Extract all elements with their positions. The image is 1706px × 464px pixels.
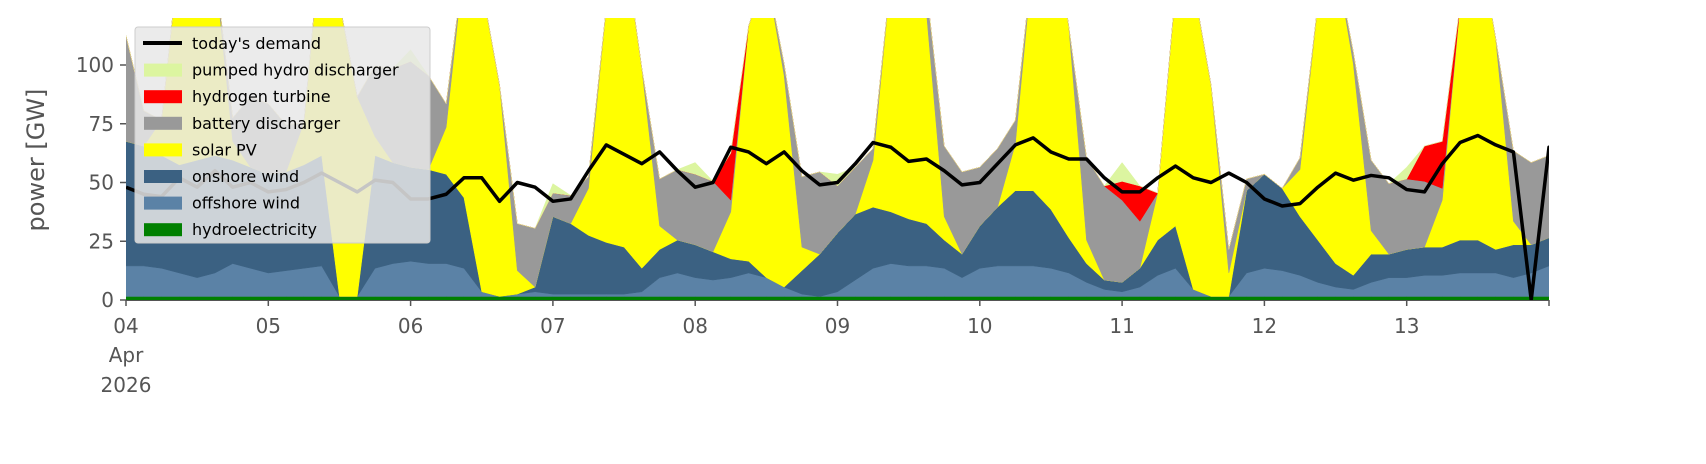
y-axis-label: power [GW] (22, 89, 50, 232)
x-tick-label: 13 (1394, 314, 1419, 338)
y-tick-label: 50 (89, 171, 114, 195)
x-tick-label: 12 (1252, 314, 1277, 338)
legend-label: solar PV (192, 140, 257, 159)
legend-item: offshore wind (144, 194, 300, 213)
y-tick-label: 0 (101, 288, 114, 312)
legend-item: today's demand (143, 34, 321, 53)
legend-swatch (144, 143, 182, 157)
legend-item: onshore wind (144, 167, 299, 186)
legend: today's demand pumped hydro discharger hyd… (134, 26, 431, 244)
legend-item: battery discharger (144, 114, 340, 133)
x-tick-label: 04 (113, 314, 138, 338)
y-tick-label: 100 (76, 53, 114, 77)
x-tick-label: 09 (825, 314, 850, 338)
legend-swatch (144, 116, 182, 130)
legend-box (134, 26, 431, 244)
x-tick-label: 10 (967, 314, 992, 338)
legend-label: today's demand (192, 34, 321, 53)
axes: 0 25 50 75 100 04 Apr 2026 05 06 07 08 09 10 11 12 13 (76, 53, 1550, 397)
legend-item: pumped hydro discharger (144, 61, 399, 80)
x-tick-label: 07 (540, 314, 565, 338)
legend-label: hydrogen turbine (192, 87, 331, 106)
area-pumped-hydro-discharger (126, 18, 1549, 250)
x-tick-label: 05 (256, 314, 281, 338)
x-tick-month: Apr (109, 343, 144, 367)
legend-label: onshore wind (192, 167, 299, 186)
y-tick-label: 25 (89, 229, 114, 253)
area-hydroelectricity (126, 296, 1549, 301)
x-tick-label: 08 (682, 314, 707, 338)
x-tick-label: 11 (1109, 314, 1134, 338)
legend-item: hydrogen turbine (144, 87, 331, 106)
legend-item: hydroelectricity (144, 220, 317, 239)
legend-item: solar PV (144, 140, 257, 159)
x-tick-label: 06 (398, 314, 423, 338)
legend-swatch (144, 63, 182, 77)
y-tick-label: 75 (89, 112, 114, 136)
legend-swatch (144, 196, 182, 210)
legend-swatch (144, 170, 182, 183)
legend-label: hydroelectricity (192, 220, 317, 239)
legend-swatch (144, 223, 182, 237)
legend-label: pumped hydro discharger (192, 61, 399, 80)
legend-label: battery discharger (192, 114, 340, 133)
legend-label: offshore wind (192, 194, 300, 213)
x-tick-year: 2026 (101, 373, 152, 397)
legend-swatch (144, 90, 182, 104)
